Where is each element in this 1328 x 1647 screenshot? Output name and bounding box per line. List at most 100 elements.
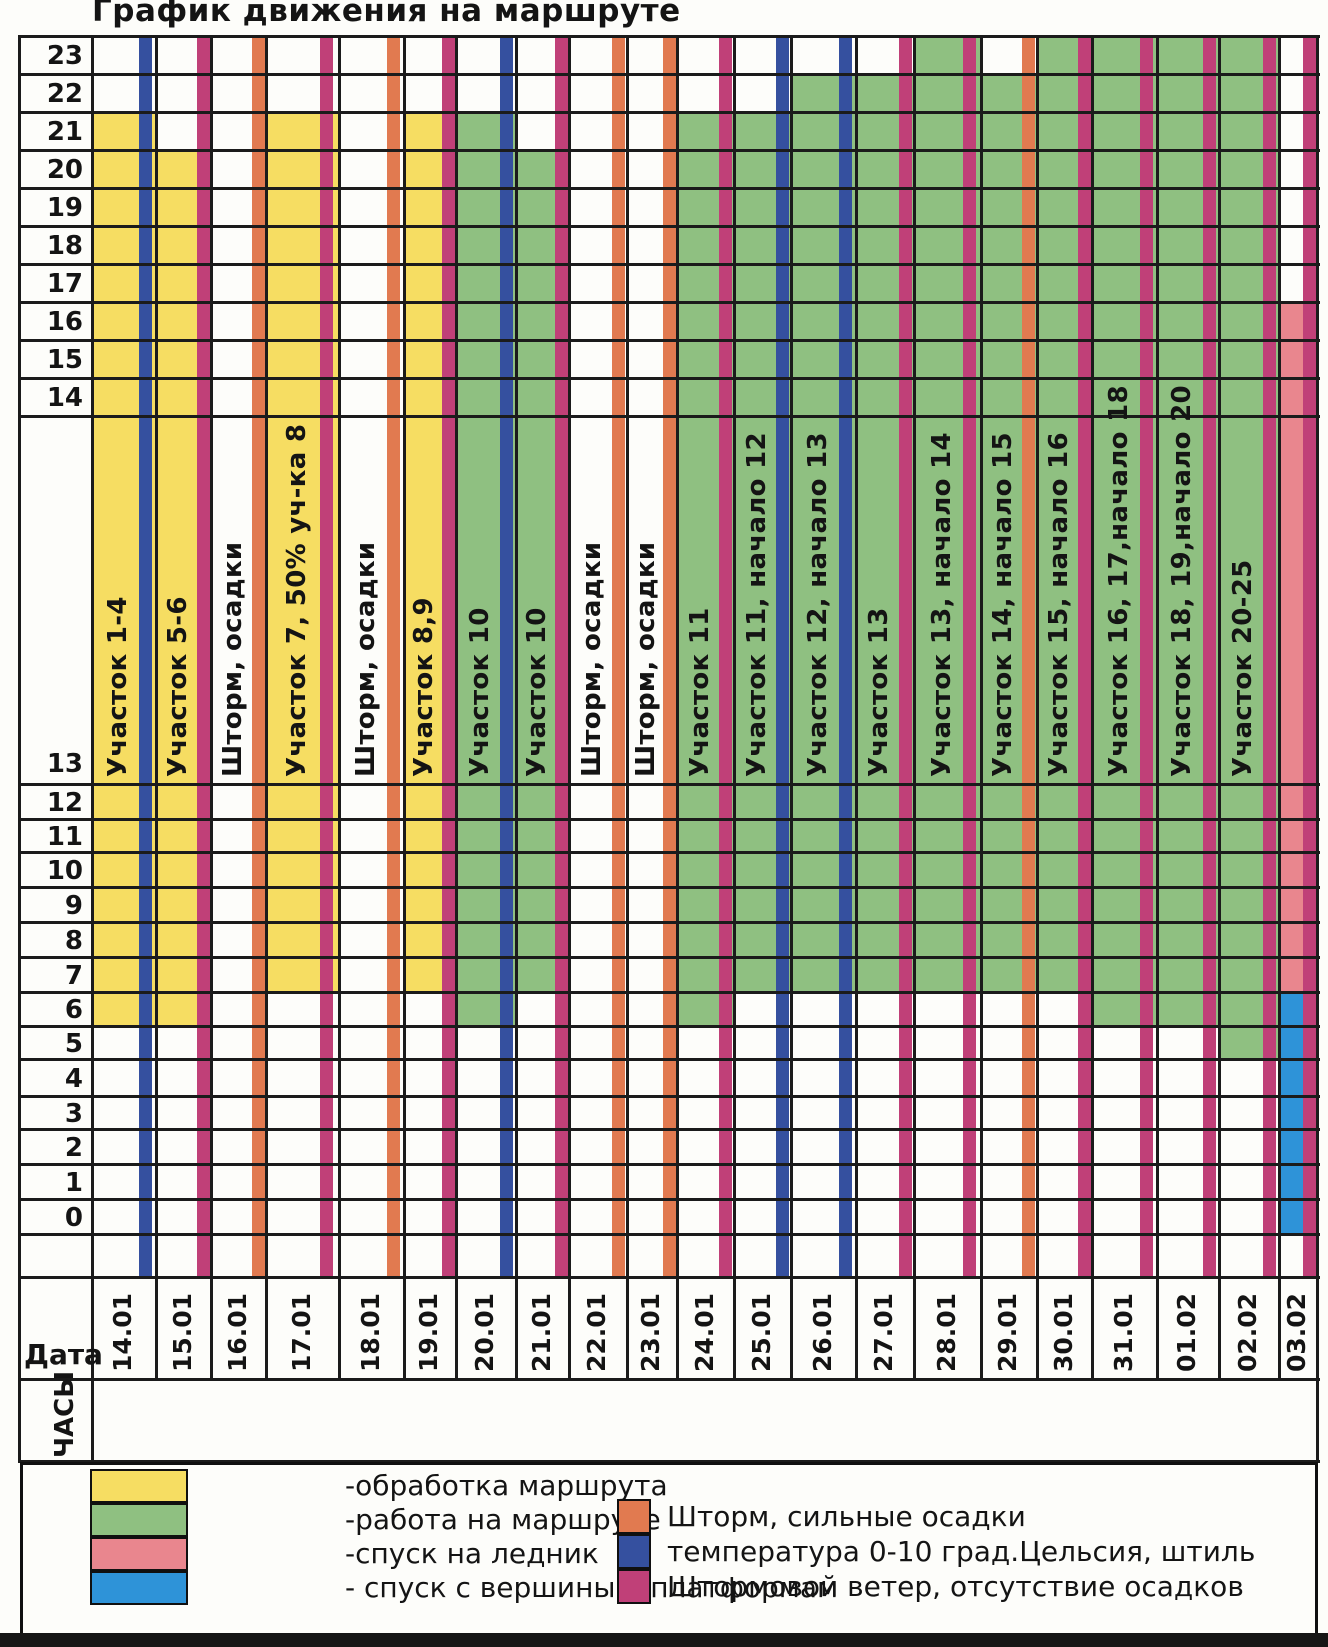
- hour-label: 23: [46, 41, 83, 71]
- date-axis-label: Дата: [24, 1338, 103, 1371]
- date-label: 01.02: [1172, 1292, 1201, 1372]
- grid-line-vertical: [338, 37, 341, 1380]
- grid-line-vertical: [568, 37, 571, 1380]
- grid-line-horizontal: [18, 1058, 1320, 1061]
- grid-line-vertical: [676, 37, 679, 1380]
- legend-swatch-route_prep: [90, 1469, 188, 1503]
- chart-title: График движения на маршруте: [92, 0, 681, 29]
- grid-line-horizontal: [18, 1198, 1320, 1201]
- date-label: 31.01: [1109, 1292, 1138, 1372]
- hour-label: 19: [46, 193, 83, 223]
- grid-line-horizontal: [18, 187, 1320, 190]
- grid-line-vertical: [155, 37, 158, 1380]
- weather-stripe-storm_wind: [197, 37, 210, 1278]
- weather-stripe-storm_precip: [612, 37, 625, 1278]
- hour-label: 12: [46, 788, 83, 818]
- grid-line-vertical: [18, 37, 21, 1462]
- legend-label: Штормовой ветер, отсутствие осадков: [667, 1570, 1244, 1603]
- grid-line-horizontal: [18, 956, 1320, 959]
- day-column-label: Участок 20-25: [1228, 559, 1258, 777]
- day-column-label: Участок 8,9: [409, 597, 439, 777]
- grid-line-horizontal: [18, 818, 1320, 821]
- weather-stripe-storm_wind: [719, 37, 732, 1278]
- grid-line-horizontal: [18, 111, 1320, 114]
- legend-swatch-storm_precip: [617, 1499, 651, 1534]
- grid-line-horizontal: [18, 149, 1320, 152]
- weather-stripe-calm_temp: [839, 37, 852, 1278]
- hour-label: 15: [46, 345, 83, 375]
- hour-label: 21: [46, 117, 83, 147]
- weather-stripe-storm_wind: [1303, 37, 1316, 1278]
- date-label: 22.01: [582, 1292, 611, 1372]
- grid-line-vertical: [210, 37, 213, 1380]
- date-label: 16.01: [223, 1292, 252, 1372]
- day-column-label: Участок 10: [465, 607, 495, 777]
- grid-line-horizontal: [18, 1163, 1320, 1166]
- day-column-label: Участок 18, 19,начало 20: [1167, 385, 1197, 777]
- grid-line-vertical: [733, 37, 736, 1380]
- day-column-label: Шторм, осадки: [631, 541, 661, 777]
- weather-stripe-storm_wind: [1078, 37, 1091, 1278]
- grid-line-vertical: [1218, 37, 1221, 1380]
- weather-stripe-storm_wind: [555, 37, 568, 1278]
- day-column-label: Участок 7, 50% уч-ка 8: [282, 423, 312, 777]
- hour-label: 16: [46, 307, 83, 337]
- bottom-border-bar: [0, 1633, 1328, 1647]
- grid-line-vertical: [265, 37, 268, 1380]
- date-label: 27.01: [869, 1292, 898, 1372]
- weather-stripe-storm_wind: [1140, 37, 1153, 1278]
- day-column-label: Участок 16, 17,начало 18: [1104, 385, 1134, 777]
- grid-line-vertical: [980, 37, 983, 1380]
- grid-line-horizontal: [18, 339, 1320, 342]
- date-label: 24.01: [690, 1292, 719, 1372]
- hour-label: 1: [64, 1168, 83, 1198]
- grid-line-vertical: [91, 37, 94, 1462]
- date-label: 30.01: [1049, 1292, 1078, 1372]
- date-label: 02.02: [1233, 1292, 1262, 1372]
- day-column-label: Участок 10: [522, 607, 552, 777]
- legend-label: -работа на маршруте: [345, 1503, 661, 1536]
- grid-line-horizontal: [18, 1460, 1320, 1463]
- legend-label: -спуск на ледник: [345, 1537, 599, 1570]
- grid-line-horizontal: [18, 1233, 1320, 1236]
- weather-stripe-storm_precip: [663, 37, 676, 1278]
- hour-label: 0: [64, 1203, 83, 1233]
- day-column-label: Участок 15, начало 16: [1044, 432, 1074, 777]
- legend-swatch-glacier_descent: [90, 1537, 188, 1571]
- day-column-label: Участок 11: [685, 607, 715, 777]
- date-label: 15.01: [168, 1292, 197, 1372]
- hour-label: 8: [64, 926, 83, 956]
- hour-label: 5: [64, 1029, 83, 1059]
- grid-line-vertical: [403, 37, 406, 1380]
- grid-line-horizontal: [18, 1025, 1320, 1028]
- weather-stripe-storm_wind: [320, 37, 333, 1278]
- date-label: 28.01: [932, 1292, 961, 1372]
- grid-line-horizontal: [18, 263, 1320, 266]
- weather-stripe-calm_temp: [500, 37, 513, 1278]
- hour-label: 14: [46, 383, 83, 413]
- legend-swatch-route_work: [90, 1503, 188, 1537]
- grid-line-horizontal: [18, 35, 1320, 38]
- grid-line-horizontal: [18, 1128, 1320, 1131]
- grid-line-vertical: [455, 37, 458, 1380]
- hour-label: 4: [64, 1064, 83, 1094]
- weather-stripe-storm_wind: [1203, 37, 1216, 1278]
- date-label: 20.01: [470, 1292, 499, 1372]
- grid-line-vertical: [1316, 37, 1319, 1462]
- grid-line-horizontal: [18, 301, 1320, 304]
- grid-line-horizontal: [18, 225, 1320, 228]
- hour-label: 9: [64, 891, 83, 921]
- hour-label: 17: [46, 269, 83, 299]
- hour-label: 13: [46, 749, 83, 779]
- grid-line-horizontal: [18, 1276, 1320, 1279]
- day-column-label: Шторм, осадки: [351, 541, 381, 777]
- grid-line-horizontal: [18, 991, 1320, 994]
- hour-label: 3: [64, 1099, 83, 1129]
- grid-line-horizontal: [18, 921, 1320, 924]
- grid-line-vertical: [790, 37, 793, 1380]
- date-label: 03.02: [1282, 1292, 1311, 1372]
- weather-stripe-storm_precip: [252, 37, 265, 1278]
- legend-swatch-calm_temp: [617, 1534, 651, 1569]
- grid-line-vertical: [1036, 37, 1039, 1380]
